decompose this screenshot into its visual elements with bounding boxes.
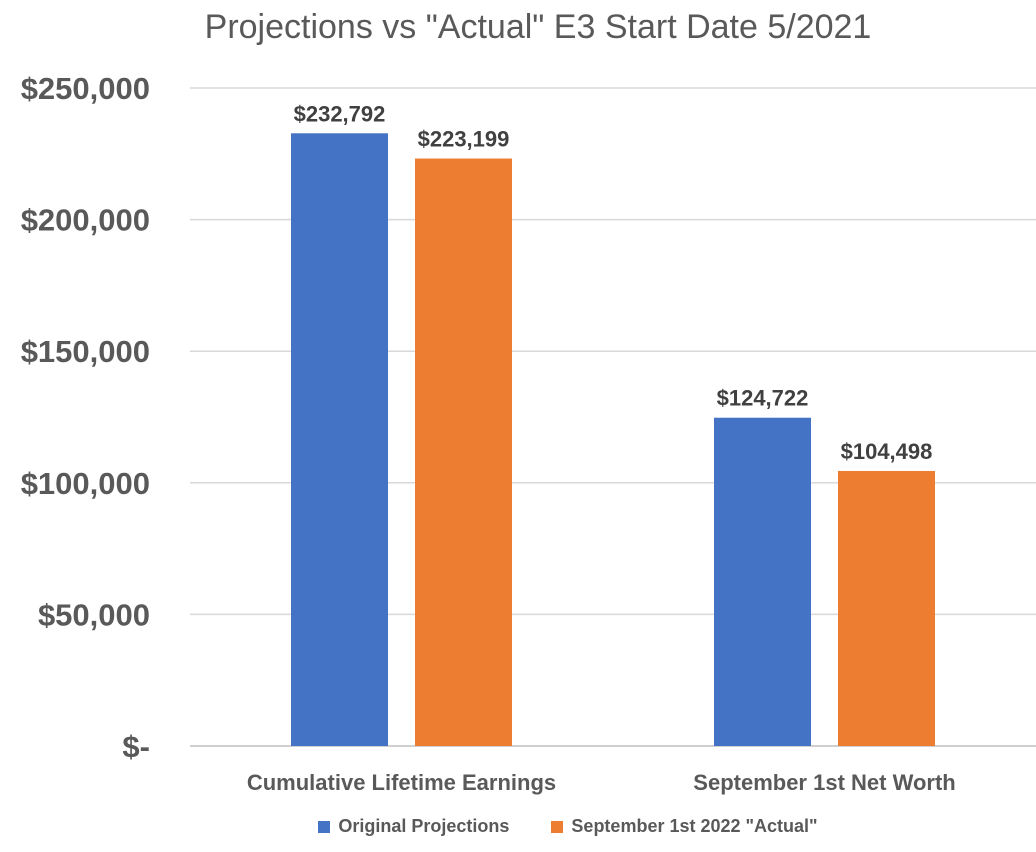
y-tick-label: $200,000 bbox=[21, 203, 150, 238]
x-tick-label: Cumulative Lifetime Earnings bbox=[247, 770, 556, 795]
bar bbox=[415, 158, 512, 747]
data-label: $124,722 bbox=[717, 386, 809, 411]
x-tick-label: September 1st Net Worth bbox=[693, 770, 955, 795]
legend-swatch bbox=[318, 820, 331, 833]
bar bbox=[291, 133, 388, 747]
data-label: $223,199 bbox=[418, 127, 510, 152]
bar bbox=[838, 470, 935, 746]
y-tick-label: $- bbox=[122, 729, 150, 764]
y-tick-label: $50,000 bbox=[38, 597, 150, 632]
legend: Original Projections September 1st 2022 "… bbox=[50, 816, 1036, 837]
data-label: $232,792 bbox=[294, 101, 386, 126]
data-label: $104,498 bbox=[841, 439, 933, 464]
y-axis-ticks: $- $50,000 $100,000 $150,000 $200,000 $250,00… bbox=[21, 71, 150, 764]
legend-item: September 1st 2022 "Actual" bbox=[551, 816, 818, 837]
legend-item: Original Projections bbox=[318, 816, 509, 837]
bars bbox=[291, 133, 935, 747]
legend-label: Original Projections bbox=[338, 816, 510, 836]
chart-title: Projections vs "Actual" E3 Start Date 5/… bbox=[204, 8, 872, 46]
data-labels: $232,792 $223,199 $124,722 $104,498 bbox=[294, 101, 933, 464]
legend-swatch bbox=[551, 820, 564, 833]
y-tick-label: $100,000 bbox=[21, 466, 150, 501]
x-axis-ticks: Cumulative Lifetime Earnings September 1s… bbox=[247, 770, 956, 795]
y-tick-label: $250,000 bbox=[21, 71, 150, 106]
y-tick-label: $150,000 bbox=[21, 334, 150, 369]
bar bbox=[714, 417, 811, 746]
legend-label: September 1st 2022 "Actual" bbox=[571, 816, 818, 836]
